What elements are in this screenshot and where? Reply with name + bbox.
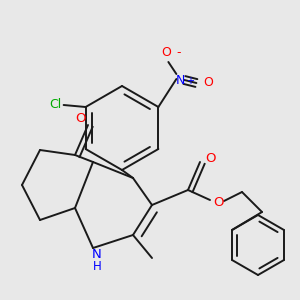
Text: O: O [161, 46, 171, 59]
Text: +: + [186, 76, 194, 86]
Text: O: O [213, 196, 223, 208]
Text: H: H [93, 260, 101, 272]
Text: O: O [205, 152, 215, 164]
Text: N: N [176, 74, 185, 88]
Text: Cl: Cl [50, 98, 62, 112]
Text: N: N [92, 248, 102, 260]
Text: O: O [203, 76, 213, 89]
Text: O: O [75, 112, 85, 125]
Text: -: - [176, 46, 181, 59]
